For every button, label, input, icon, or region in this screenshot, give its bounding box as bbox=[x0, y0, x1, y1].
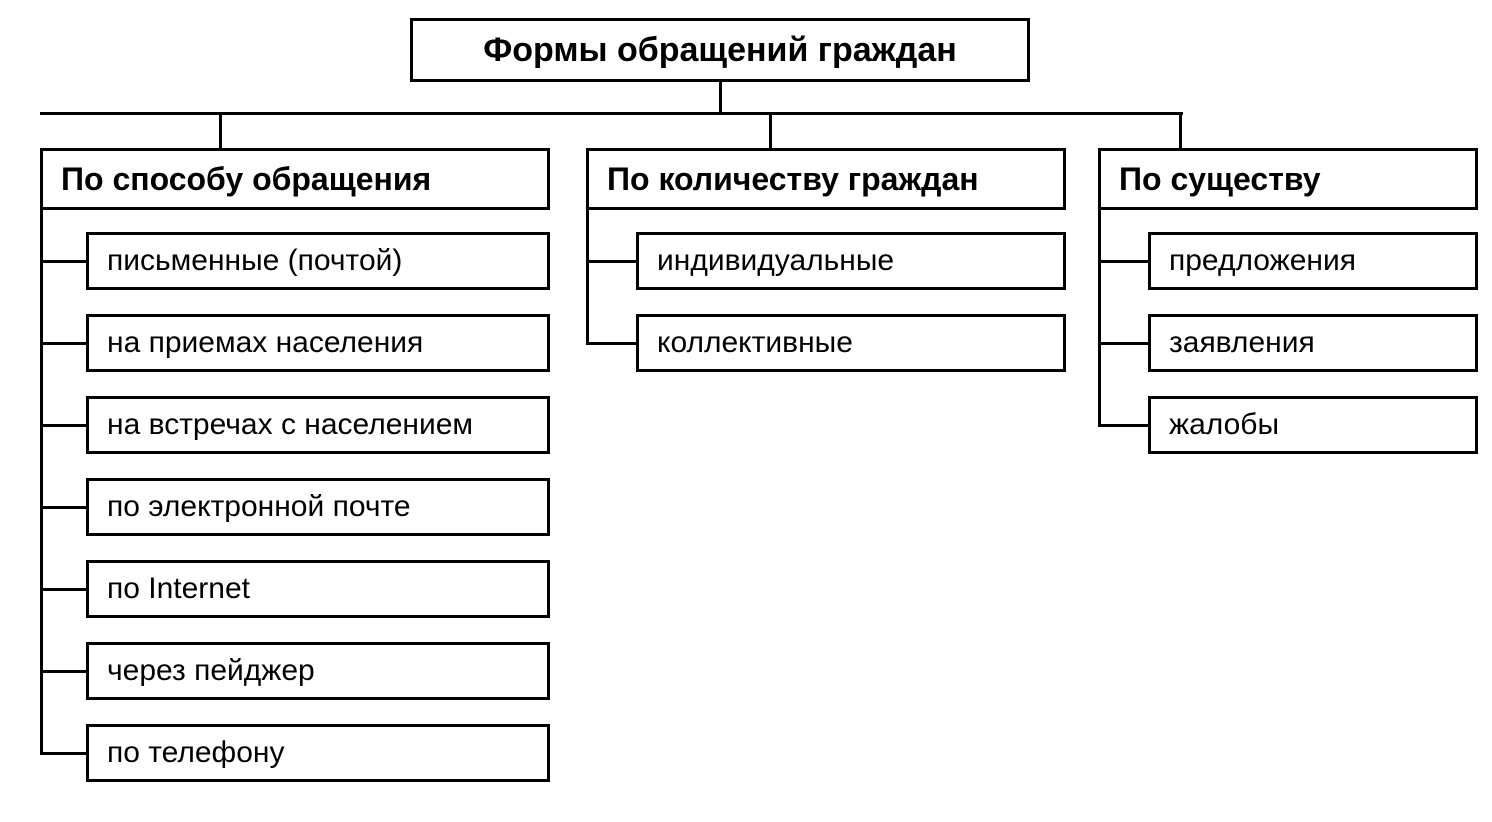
category-node-sposob: По способу обращения bbox=[40, 148, 550, 210]
connector-tick-sushestvo-1 bbox=[1098, 342, 1151, 345]
leaf-label: коллективные bbox=[657, 326, 853, 360]
leaf-node-sposob-4: по Internet bbox=[86, 560, 550, 618]
leaf-label: по Internet bbox=[107, 572, 250, 606]
connector-drop-sushestvo bbox=[1179, 112, 1182, 148]
connector-bus bbox=[40, 112, 1183, 115]
category-node-kolichestvo: По количеству граждан bbox=[586, 148, 1066, 210]
connector-tick-sposob-5 bbox=[40, 670, 89, 673]
leaf-node-sushestvo-0: предложения bbox=[1148, 232, 1478, 290]
leaf-label: предложения bbox=[1169, 244, 1356, 278]
connector-tick-sushestvo-2 bbox=[1098, 424, 1151, 427]
connector-tick-sposob-6 bbox=[40, 752, 89, 755]
leaf-label: по электронной почте bbox=[107, 490, 411, 524]
leaf-node-sposob-3: по электронной почте bbox=[86, 478, 550, 536]
connector-tick-kolichestvo-1 bbox=[586, 342, 639, 345]
category-label: По способу обращения bbox=[61, 161, 431, 198]
connector-drop-sposob bbox=[219, 112, 222, 148]
leaf-node-sposob-5: через пейджер bbox=[86, 642, 550, 700]
connector-drop-kolichestvo bbox=[769, 112, 772, 148]
leaf-node-kolichestvo-1: коллективные bbox=[636, 314, 1066, 372]
connector-root-drop bbox=[719, 82, 722, 112]
connector-tick-sposob-1 bbox=[40, 342, 89, 345]
connector-spine-sushestvo bbox=[1098, 210, 1101, 425]
leaf-label: письменные (почтой) bbox=[107, 244, 402, 278]
leaf-node-sushestvo-2: жалобы bbox=[1148, 396, 1478, 454]
leaf-label: через пейджер bbox=[107, 654, 315, 688]
leaf-node-sposob-6: по телефону bbox=[86, 724, 550, 782]
category-label: По существу bbox=[1119, 161, 1321, 198]
connector-tick-sposob-2 bbox=[40, 424, 89, 427]
leaf-label: индивидуальные bbox=[657, 244, 894, 278]
connector-tick-sposob-4 bbox=[40, 588, 89, 591]
leaf-node-sposob-2: на встречах с населением bbox=[86, 396, 550, 454]
leaf-node-sushestvo-1: заявления bbox=[1148, 314, 1478, 372]
connector-spine-kolichestvo bbox=[586, 210, 589, 343]
connector-tick-kolichestvo-0 bbox=[586, 260, 639, 263]
leaf-label: на встречах с населением bbox=[107, 408, 473, 442]
leaf-node-sposob-1: на приемах населения bbox=[86, 314, 550, 372]
leaf-label: заявления bbox=[1169, 326, 1315, 360]
connector-tick-sposob-0 bbox=[40, 260, 89, 263]
root-label: Формы обращений граждан bbox=[483, 31, 957, 70]
diagram-canvas: Формы обращений граждан По способу обращ… bbox=[0, 0, 1492, 822]
category-node-sushestvo: По существу bbox=[1098, 148, 1478, 210]
leaf-label: жалобы bbox=[1169, 408, 1279, 442]
leaf-label: на приемах населения bbox=[107, 326, 423, 360]
connector-tick-sushestvo-0 bbox=[1098, 260, 1151, 263]
root-node: Формы обращений граждан bbox=[410, 18, 1030, 82]
leaf-node-sposob-0: письменные (почтой) bbox=[86, 232, 550, 290]
category-label: По количеству граждан bbox=[607, 161, 979, 198]
leaf-label: по телефону bbox=[107, 736, 284, 770]
leaf-node-kolichestvo-0: индивидуальные bbox=[636, 232, 1066, 290]
connector-tick-sposob-3 bbox=[40, 506, 89, 509]
